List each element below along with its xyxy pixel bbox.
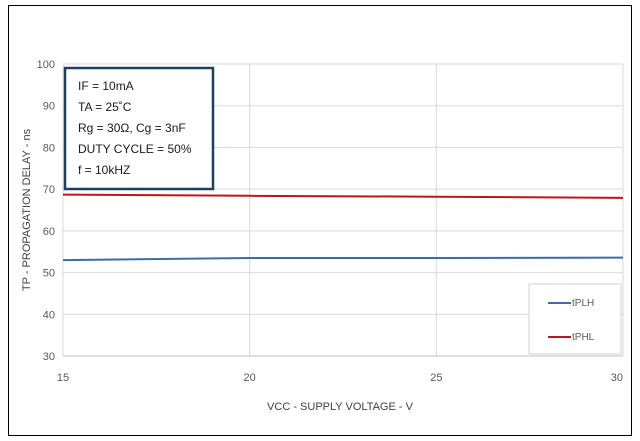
y-tick-label: 40 (43, 309, 55, 321)
y-tick-label: 60 (43, 226, 55, 238)
y-tick-label: 80 (43, 142, 55, 154)
tick-labels: 30 40 50 60 70 80 90 100 15 20 25 30 (37, 59, 623, 384)
x-tick-label: 20 (244, 372, 256, 384)
y-tick-label: 100 (37, 59, 55, 71)
y-tick-label: 30 (43, 351, 55, 363)
condition-frequency: f = 10kHZ (78, 163, 130, 177)
x-tick-label: 30 (611, 372, 623, 384)
series-line-tplh (62, 256, 624, 262)
x-tick-label: 25 (430, 372, 442, 384)
condition-ta: TA = 25˚C (78, 100, 132, 114)
x-axis-label: VCC - SUPPLY VOLTAGE - V (267, 401, 414, 413)
y-tick-label: 70 (43, 184, 55, 196)
conditions-box: IF = 10mA TA = 25˚C Rg = 30Ω, Cg = 3nF D… (63, 66, 215, 191)
x-tick-label: 15 (57, 372, 69, 384)
y-tick-label: 90 (43, 101, 55, 113)
condition-if: IF = 10mA (78, 79, 134, 93)
legend-label-tplh: tPLH (572, 298, 594, 309)
legend: tPLH tPHL (528, 283, 622, 355)
series-lines (62, 193, 624, 262)
y-axis-label: TP - PROPAGATION DELAY - ns (21, 128, 33, 291)
series-line-tphl (62, 193, 624, 199)
grid (62, 63, 624, 357)
condition-duty-cycle: DUTY CYCLE = 50% (78, 142, 192, 156)
condition-rg-cg: Rg = 30Ω, Cg = 3nF (78, 121, 186, 135)
legend-label-tphl: tPHL (572, 332, 595, 343)
y-tick-label: 50 (43, 268, 55, 280)
